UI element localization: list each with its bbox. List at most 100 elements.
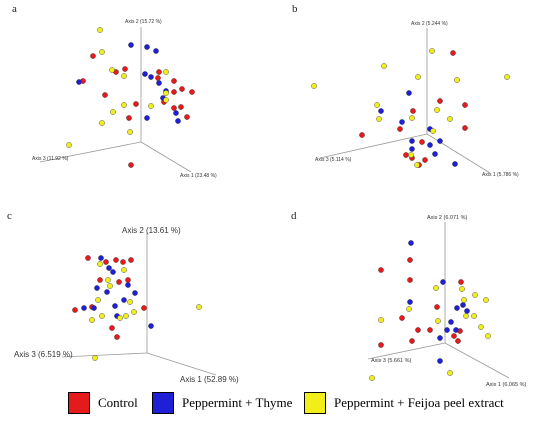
point-feijoa [447, 116, 453, 122]
point-control [103, 259, 109, 265]
point-feijoa [435, 318, 441, 324]
point-feijoa [434, 107, 440, 113]
point-thyme [104, 289, 110, 295]
point-thyme [128, 42, 134, 48]
point-thyme [464, 308, 470, 314]
point-control [455, 338, 461, 344]
point-control [450, 50, 456, 56]
point-control [184, 114, 190, 120]
point-thyme [432, 151, 438, 157]
point-control [128, 257, 134, 263]
point-thyme [409, 146, 415, 152]
point-thyme [407, 299, 413, 305]
point-feijoa [378, 317, 384, 323]
point-thyme [452, 161, 458, 167]
axis-label-3-b: Axis 3 (5.114 %) [315, 157, 352, 163]
point-feijoa [148, 103, 154, 109]
point-thyme [132, 290, 138, 296]
point-feijoa [196, 304, 202, 310]
point-control [90, 53, 96, 59]
point-thyme [453, 327, 459, 333]
legend-swatch-thyme [152, 392, 174, 414]
point-thyme [399, 119, 405, 125]
point-feijoa [163, 69, 169, 75]
point-feijoa [414, 162, 420, 168]
panel-a: a Axis 2 (15.72 %) Axis 3 (11.92 %) Axis 1 … [12, 3, 217, 179]
point-feijoa [311, 83, 317, 89]
point-feijoa [95, 297, 101, 303]
point-feijoa [376, 116, 382, 122]
point-control [427, 327, 433, 333]
axis-label-1-a: Axis 1 (23.48 %) [180, 173, 217, 179]
point-control [378, 267, 384, 273]
point-control [128, 162, 134, 168]
point-control [72, 307, 78, 313]
point-thyme [408, 240, 414, 246]
point-feijoa [472, 292, 478, 298]
point-feijoa [92, 355, 98, 361]
point-control [114, 334, 120, 340]
point-thyme [144, 115, 150, 121]
point-feijoa [99, 313, 105, 319]
point-control [415, 327, 421, 333]
point-feijoa [447, 370, 453, 376]
point-feijoa [89, 317, 95, 323]
point-control [189, 89, 195, 95]
point-control [451, 333, 457, 339]
point-thyme [460, 302, 466, 308]
point-feijoa [369, 375, 375, 381]
point-control [462, 125, 468, 131]
point-feijoa [117, 315, 123, 321]
point-thyme [144, 44, 150, 50]
point-thyme [112, 303, 118, 309]
point-thyme [173, 110, 179, 116]
point-thyme [437, 138, 443, 144]
legend-label-feijoa: Peppermint + Feijoa peel extract [334, 395, 504, 410]
point-control [122, 66, 128, 72]
axis-label-1-c: Axis 1 (52.89 %) [180, 375, 239, 384]
point-feijoa [109, 67, 115, 73]
axis-line-3-a [39, 141, 142, 163]
panel-d: d Axis 2 (6.071 %) Axis 3 (5.661 %) Axis 1 … [291, 210, 527, 388]
point-control [133, 101, 139, 107]
point-thyme [437, 335, 443, 341]
point-control [155, 75, 161, 81]
point-feijoa [478, 324, 484, 330]
point-feijoa [483, 297, 489, 303]
point-control [102, 92, 108, 98]
point-feijoa [408, 152, 414, 158]
point-feijoa [406, 306, 412, 312]
point-control [171, 105, 177, 111]
point-thyme [427, 142, 433, 148]
point-feijoa [99, 120, 105, 126]
point-control [125, 277, 131, 283]
axis-label-1-b: Axis 1 (5.786 %) [482, 172, 519, 178]
point-control [462, 102, 468, 108]
legend-swatch-control [68, 392, 90, 414]
axis-line-3-b [319, 133, 428, 159]
point-feijoa [110, 109, 116, 115]
panel-letter-a: a [12, 3, 17, 15]
point-thyme [142, 71, 148, 77]
point-feijoa [433, 285, 439, 291]
point-control [97, 277, 103, 283]
point-feijoa [471, 313, 477, 319]
point-thyme [125, 282, 131, 288]
legend-item-thyme: Peppermint + Thyme [152, 389, 292, 417]
point-thyme [175, 118, 181, 124]
point-thyme [406, 90, 412, 96]
point-thyme [437, 358, 443, 364]
axis-label-3-d: Axis 3 (5.661 %) [371, 358, 412, 364]
legend-label-thyme: Peppermint + Thyme [182, 395, 293, 410]
point-control [126, 115, 132, 121]
axis-label-2-b: Axis 2 (5.244 %) [411, 21, 448, 27]
axis-label-2-d: Axis 2 (6.071 %) [427, 215, 468, 221]
point-control [116, 279, 122, 285]
axis-line-1-a [140, 141, 192, 173]
point-feijoa [97, 261, 103, 267]
point-thyme [444, 327, 450, 333]
panel-b: b Axis 2 (5.244 %) Axis 3 (5.114 %) Axis 1 … [292, 3, 519, 178]
point-feijoa [107, 283, 113, 289]
panel-letter-b: b [292, 3, 298, 15]
